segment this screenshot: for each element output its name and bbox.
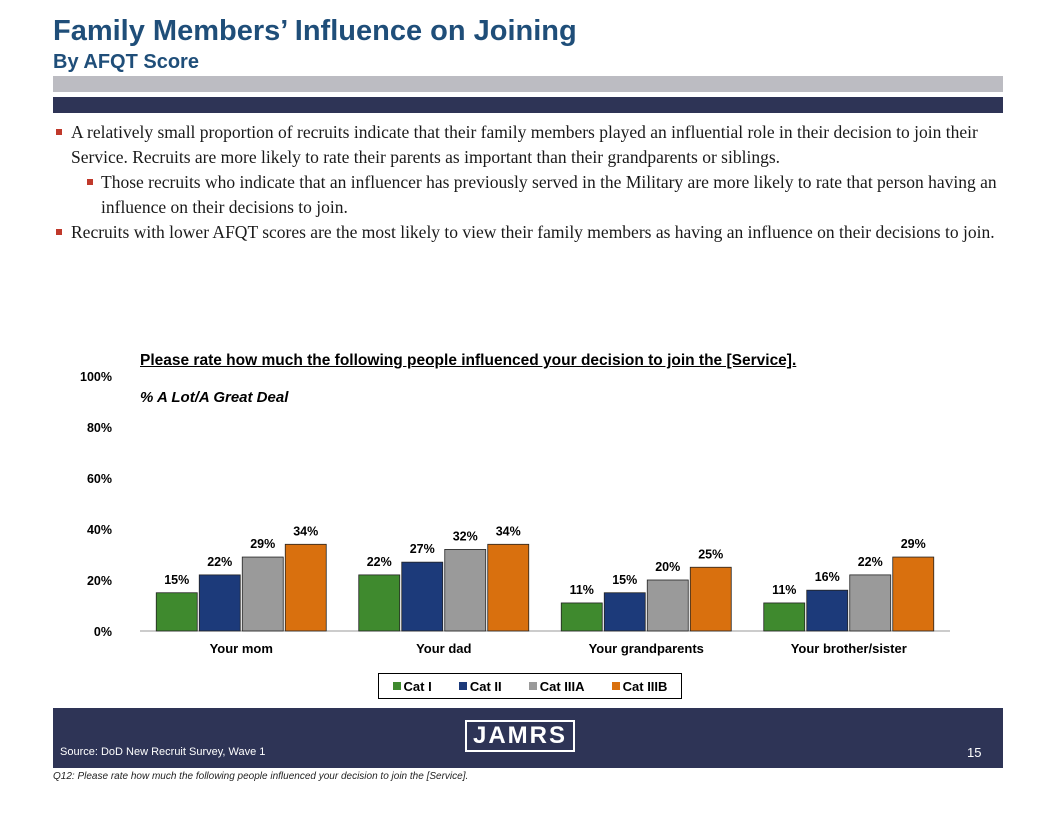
legend-item: Cat I [392,678,432,694]
y-tick-label: 100% [80,370,112,384]
bar [401,561,444,632]
legend-label: Cat IIIA [539,678,585,694]
legend-item: Cat IIIB [611,678,668,694]
x-category-label: Your brother/sister [791,641,907,656]
bar [849,574,892,632]
jamrs-logo: JAMRS [465,720,575,752]
y-tick-label: 60% [87,472,112,486]
chart-title: Please rate how much the following peopl… [140,352,797,369]
legend-item: Cat II [458,678,502,694]
data-label: 22% [858,555,883,569]
data-label: 29% [250,537,275,551]
bar [806,589,849,632]
bullet-item: A relatively small proportion of recruit… [53,120,1003,170]
bullet-text: A relatively small proportion of recruit… [71,122,978,167]
x-category-label: Your mom [210,641,273,656]
question-footnote: Q12: Please rate how much the following … [53,771,469,782]
data-label: 20% [655,560,680,574]
data-label: 32% [453,529,478,543]
x-category-label: Your dad [416,641,471,656]
bar [198,574,241,632]
page-subtitle: By AFQT Score [53,51,199,73]
bullet-square-icon [87,179,93,185]
source-note: Source: DoD New Recruit Survey, Wave 1 [60,746,266,758]
bar [603,592,646,632]
bullet-item: Recruits with lower AFQT scores are the … [53,220,1003,245]
data-label: 22% [207,555,232,569]
bar [646,579,689,632]
x-category-label: Your grandparents [589,641,704,656]
data-label: 34% [496,524,521,538]
legend-swatch [392,682,401,690]
header-divider-gray [53,76,1003,92]
data-label: 29% [901,537,926,551]
bullet-list: A relatively small proportion of recruit… [53,120,1003,245]
header-divider-navy [53,97,1003,113]
data-label: 16% [815,570,840,584]
chart-legend: Cat I Cat II Cat IIIA Cat IIIB [378,673,682,699]
footer-bar [53,708,1003,768]
page-title: Family Members’ Influence on Joining [53,15,577,47]
bar [241,556,284,632]
legend-label: Cat I [403,678,432,694]
bar [763,602,806,632]
legend-swatch [528,682,537,690]
y-tick-label: 20% [87,574,112,588]
data-label: 11% [772,583,796,597]
sub-bullet-item: Those recruits who indicate that an infl… [53,170,1003,220]
legend-label: Cat IIIB [622,678,668,694]
bar [358,574,401,632]
bar [892,556,935,632]
bullet-square-icon [56,229,62,235]
bar [444,549,487,632]
data-label: 15% [612,573,637,587]
bar [689,566,732,632]
bullet-square-icon [56,129,62,135]
legend-item: Cat IIIA [528,678,585,694]
bullet-text: Those recruits who indicate that an infl… [101,172,997,217]
bar [560,602,603,632]
data-label: 25% [698,547,723,561]
data-label: 15% [164,573,189,587]
data-label: 11% [570,583,594,597]
y-tick-label: 0% [94,625,112,639]
data-label: 34% [293,524,318,538]
data-label: 22% [367,555,392,569]
data-label: 27% [410,542,435,556]
bar [284,543,327,632]
page-number: 15 [967,745,982,760]
bullet-text: Recruits with lower AFQT scores are the … [71,222,995,242]
y-tick-label: 80% [87,421,112,435]
chart-subtitle: % A Lot/A Great Deal [140,389,289,406]
legend-swatch [611,682,620,690]
bar [155,592,198,632]
legend-label: Cat II [469,678,502,694]
legend-swatch [458,682,467,690]
bar [487,543,530,632]
y-tick-label: 40% [87,523,112,537]
